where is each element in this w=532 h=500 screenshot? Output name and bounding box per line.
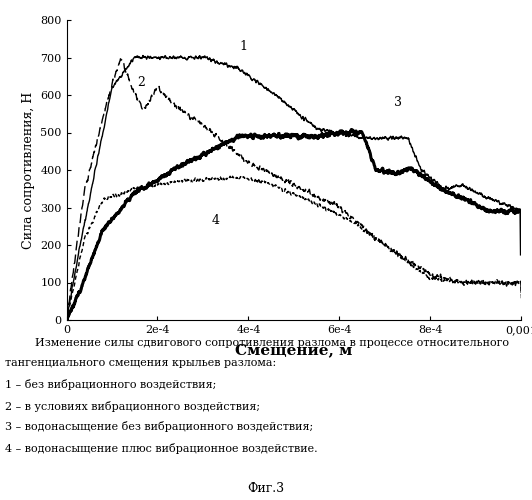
Text: 1 – без вибрационного воздействия;: 1 – без вибрационного воздействия;: [5, 380, 217, 390]
Text: 3 – водонасыщение без вибрационного воздействия;: 3 – водонасыщение без вибрационного возд…: [5, 422, 313, 432]
Text: 2: 2: [137, 76, 145, 88]
Text: 3: 3: [394, 96, 402, 110]
Text: 1: 1: [239, 40, 247, 53]
Text: Фиг.3: Фиг.3: [247, 482, 285, 495]
Text: 4: 4: [212, 214, 220, 228]
Text: тангенциального смещения крыльев разлома:: тангенциального смещения крыльев разлома…: [5, 358, 277, 368]
Text: 4 – водонасыщение плюс вибрационное воздействие.: 4 – водонасыщение плюс вибрационное возд…: [5, 442, 318, 454]
Text: 2 – в условиях вибрационного воздействия;: 2 – в условиях вибрационного воздействия…: [5, 400, 261, 411]
Y-axis label: Сила сопротивления, Н: Сила сопротивления, Н: [22, 92, 35, 248]
Text: Изменение силы сдвигового сопротивления разлома в процессе относительного: Изменение силы сдвигового сопротивления …: [21, 338, 509, 347]
X-axis label: Смещение, м: Смещение, м: [235, 343, 353, 357]
